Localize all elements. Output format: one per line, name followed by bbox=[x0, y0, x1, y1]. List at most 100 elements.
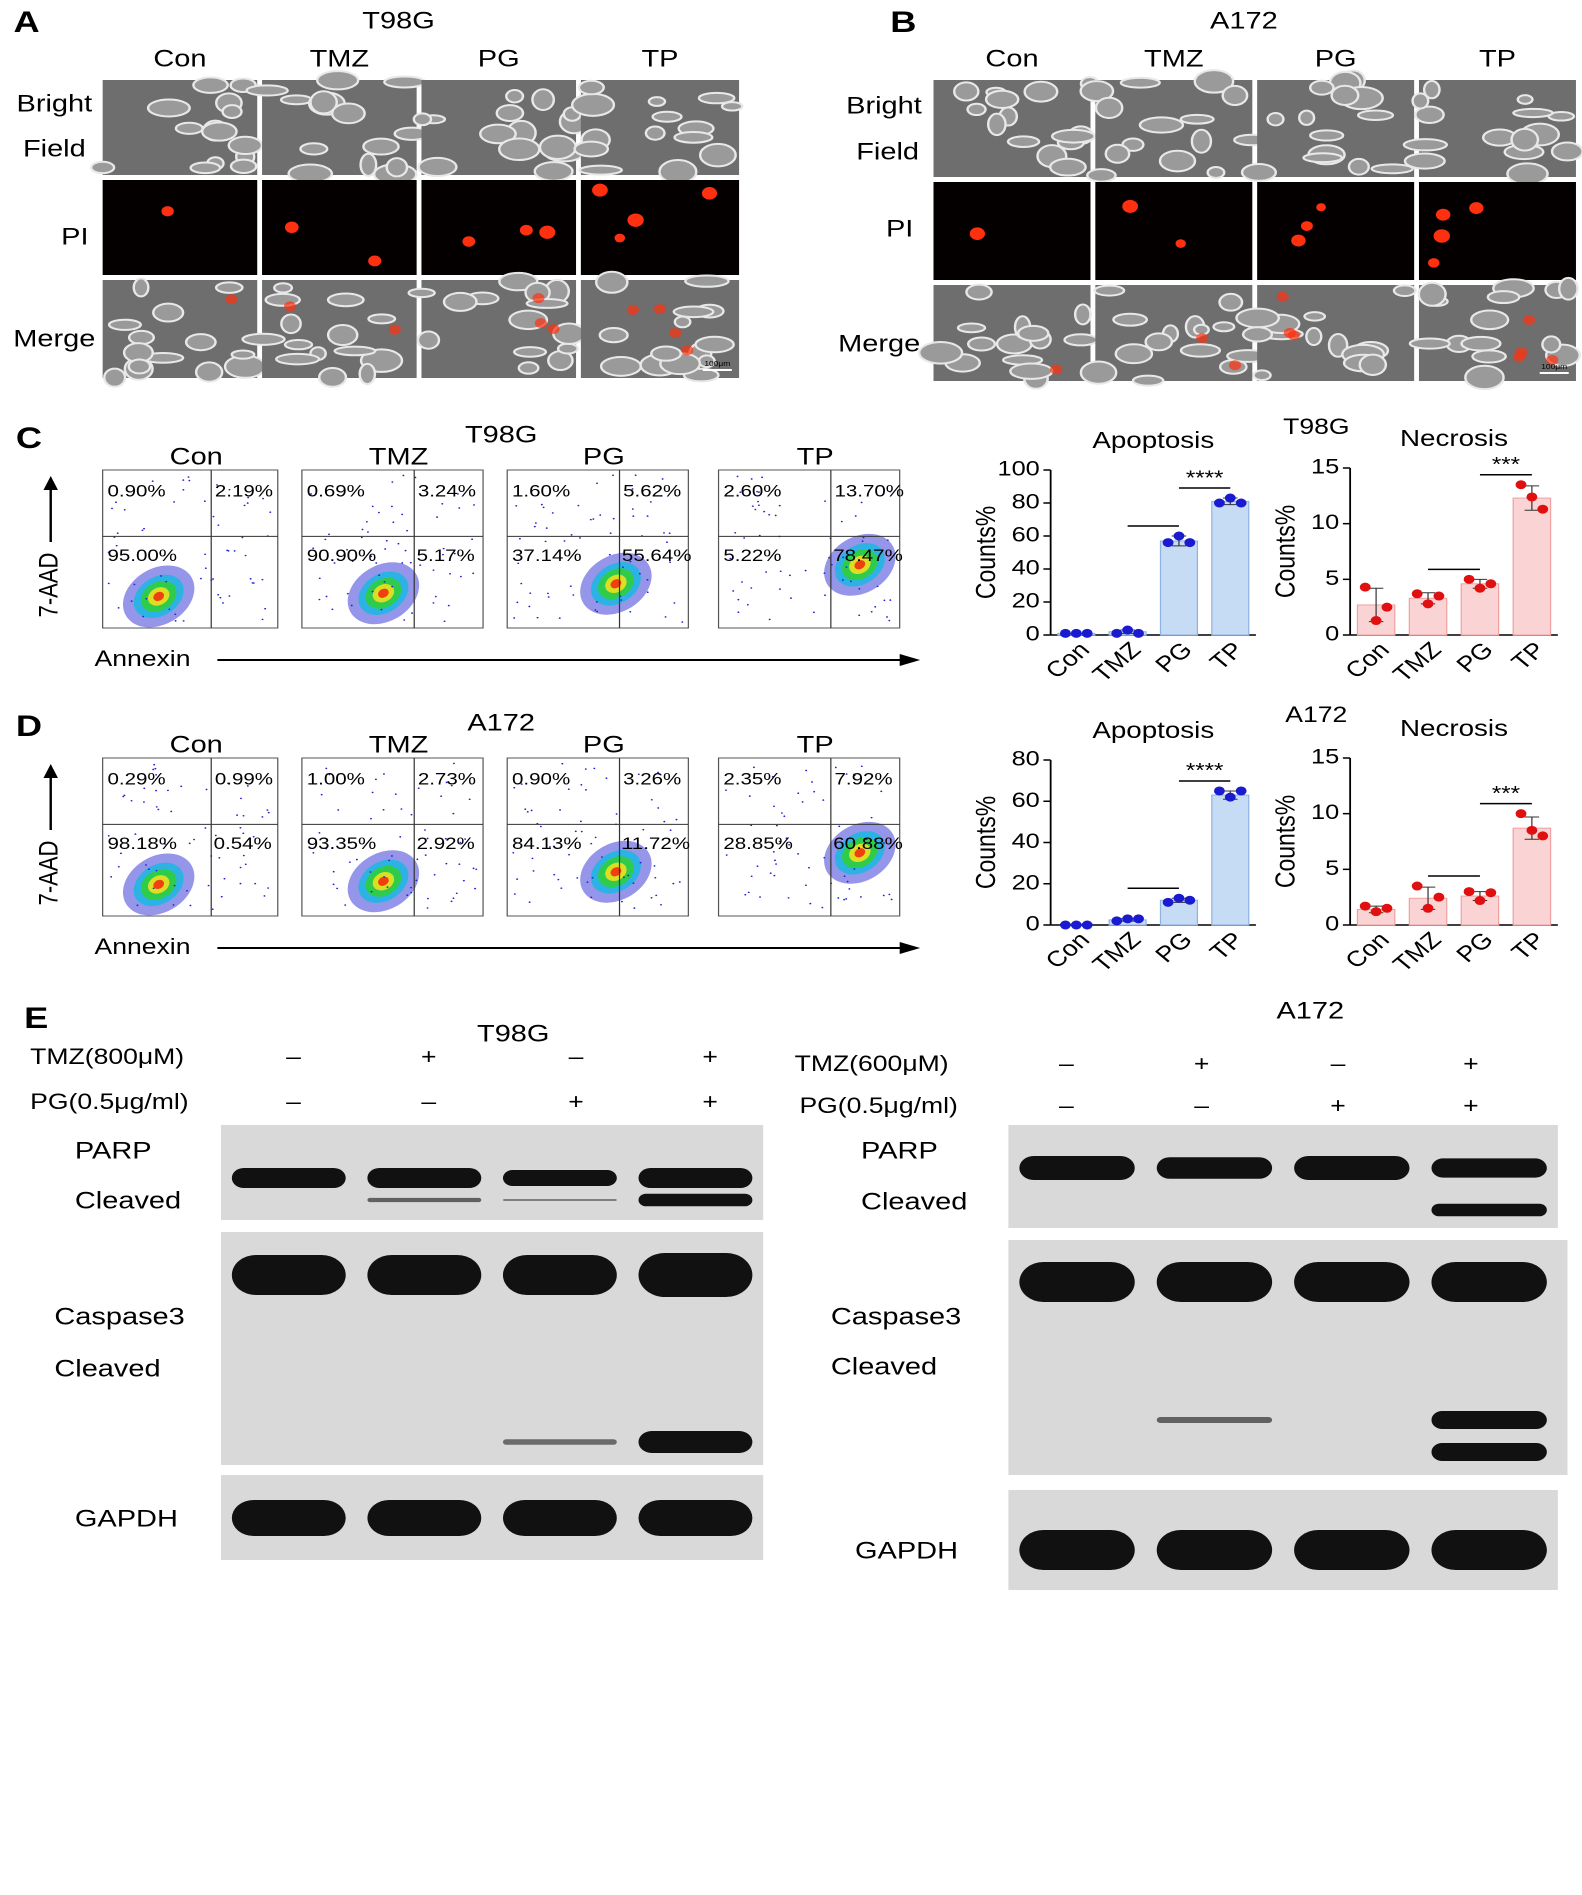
band bbox=[638, 1500, 753, 1536]
event bbox=[823, 572, 826, 574]
event bbox=[750, 875, 753, 878]
event bbox=[241, 536, 244, 539]
event bbox=[117, 607, 120, 609]
pi-image bbox=[421, 180, 577, 275]
event bbox=[193, 838, 196, 841]
panel-letter: D bbox=[16, 710, 42, 743]
pi-spot bbox=[519, 224, 533, 236]
row-label: Bright bbox=[17, 90, 93, 117]
event bbox=[570, 534, 573, 536]
quadrant-percent: 2.73% bbox=[418, 769, 476, 788]
event bbox=[361, 528, 364, 531]
cell bbox=[1144, 332, 1174, 352]
event bbox=[660, 495, 663, 497]
panel-letter: E bbox=[24, 1002, 48, 1035]
event bbox=[214, 834, 217, 837]
event bbox=[337, 809, 340, 811]
event bbox=[242, 814, 245, 817]
replicate-point bbox=[1133, 914, 1144, 924]
event bbox=[442, 553, 444, 556]
quadrant-percent: 0.90% bbox=[107, 481, 165, 500]
event bbox=[261, 618, 264, 621]
event bbox=[655, 894, 658, 897]
band bbox=[1431, 1530, 1547, 1570]
event bbox=[252, 582, 255, 584]
replicate-point bbox=[1422, 903, 1434, 913]
event bbox=[750, 824, 753, 827]
cell bbox=[1063, 333, 1099, 347]
event bbox=[631, 488, 634, 490]
event bbox=[411, 612, 413, 614]
event bbox=[204, 567, 207, 570]
event bbox=[661, 478, 664, 480]
x-axis-label: Annexin bbox=[95, 647, 191, 671]
event bbox=[449, 572, 452, 575]
event bbox=[312, 852, 315, 854]
event bbox=[530, 809, 533, 812]
event bbox=[182, 489, 185, 491]
cell bbox=[720, 101, 744, 112]
event bbox=[217, 593, 220, 596]
quadrant-percent: 90.90% bbox=[307, 546, 377, 565]
cell bbox=[1190, 128, 1213, 154]
treatment-label: TMZ(800μM) bbox=[30, 1045, 184, 1069]
event bbox=[204, 553, 207, 556]
cell bbox=[1094, 96, 1124, 120]
flow-plot bbox=[102, 757, 279, 917]
arrow-head bbox=[43, 476, 58, 490]
event bbox=[540, 503, 543, 506]
event bbox=[458, 507, 461, 509]
cell bbox=[1408, 337, 1451, 350]
event bbox=[579, 820, 582, 823]
event bbox=[333, 562, 336, 564]
event bbox=[207, 884, 210, 887]
cell bbox=[697, 91, 736, 105]
event bbox=[468, 798, 471, 801]
event bbox=[824, 500, 826, 502]
event bbox=[205, 788, 208, 791]
event bbox=[622, 876, 625, 878]
band bbox=[502, 1500, 617, 1536]
cell bbox=[416, 330, 441, 350]
event bbox=[262, 497, 265, 500]
event bbox=[166, 789, 169, 792]
cell bbox=[694, 335, 735, 354]
treatment-sign: + bbox=[1194, 1052, 1210, 1076]
cell bbox=[1158, 149, 1197, 173]
event bbox=[889, 490, 892, 493]
event bbox=[325, 595, 328, 598]
cell bbox=[651, 110, 683, 123]
quadrant-percent: 3.26% bbox=[623, 769, 681, 788]
event bbox=[107, 834, 110, 837]
event bbox=[123, 794, 126, 797]
event bbox=[423, 829, 426, 831]
event bbox=[883, 842, 885, 844]
cell bbox=[1119, 76, 1161, 89]
cell-line: A172 bbox=[467, 709, 535, 736]
y-axis-label: 7-AAD bbox=[35, 841, 64, 906]
event bbox=[797, 853, 800, 855]
event bbox=[612, 517, 615, 520]
event bbox=[385, 539, 388, 542]
cell-line: T98G bbox=[477, 1020, 549, 1047]
event bbox=[390, 855, 393, 857]
event bbox=[263, 895, 266, 897]
event bbox=[812, 611, 815, 614]
event bbox=[123, 553, 126, 556]
group-label: Con bbox=[170, 443, 223, 470]
row-label: Merge bbox=[838, 330, 920, 357]
treatment-label: TMZ(600μM) bbox=[795, 1052, 949, 1076]
cell bbox=[573, 140, 610, 158]
cell bbox=[1298, 109, 1316, 126]
event bbox=[382, 808, 385, 811]
band bbox=[502, 1170, 617, 1186]
event bbox=[142, 615, 145, 618]
event bbox=[596, 482, 598, 485]
band bbox=[502, 1198, 617, 1202]
event bbox=[774, 859, 776, 862]
event bbox=[325, 767, 328, 770]
cell bbox=[275, 352, 321, 366]
event bbox=[222, 602, 224, 604]
event bbox=[153, 763, 156, 766]
density bbox=[610, 867, 622, 877]
